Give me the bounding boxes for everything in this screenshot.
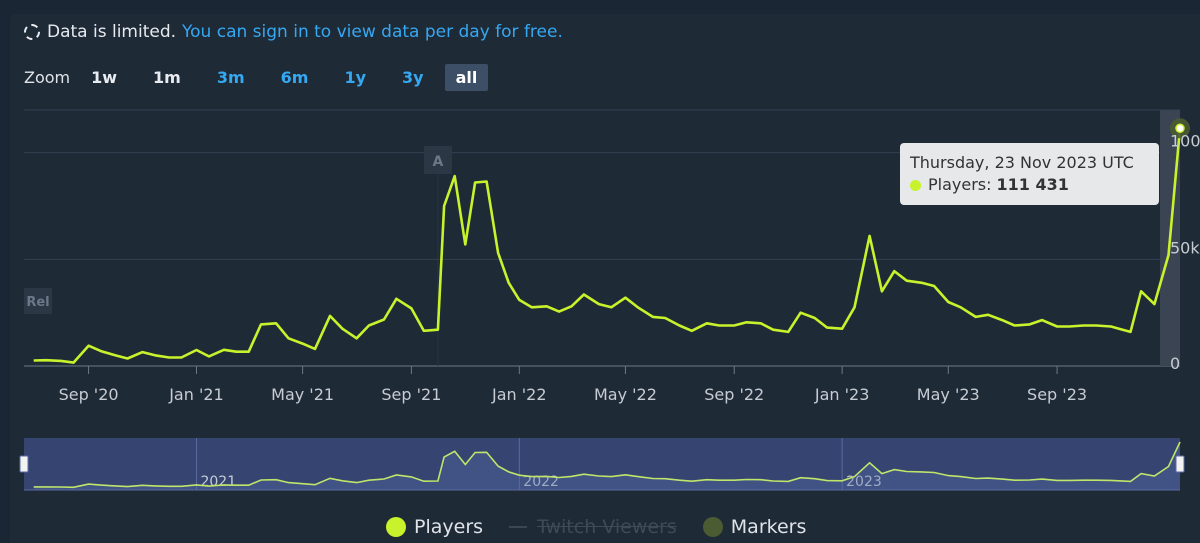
navigator-area	[33, 442, 1181, 490]
zoom-label: Zoom	[24, 68, 71, 87]
zoom-1y-button[interactable]: 1y	[344, 68, 367, 87]
players-dot-icon	[910, 179, 921, 191]
x-tick-label: Jan '23	[814, 385, 870, 404]
navigator-year-label: 2022	[523, 474, 559, 490]
marker-flag[interactable]	[24, 288, 52, 314]
navigator-line	[33, 441, 1181, 489]
x-tick-label: Jan '21	[168, 385, 224, 404]
zoom-1m-button[interactable]: 1m	[153, 68, 181, 87]
tooltip-value-row: Players: 111 431	[910, 174, 1149, 196]
legend-twitch-label: Twitch Viewers	[537, 516, 677, 538]
y-tick-label: 50k	[1170, 238, 1200, 257]
tooltip-series-label: Players:	[928, 175, 992, 194]
tooltip-date: Thursday, 23 Nov 2023 UTC	[910, 153, 1134, 172]
navigator-selection[interactable]	[24, 438, 1180, 490]
navigator-year-label: 2023	[846, 474, 882, 490]
hover-point	[1175, 123, 1185, 134]
navigator-handle[interactable]	[1175, 455, 1185, 473]
zoom-1w-button[interactable]: 1w	[91, 68, 118, 87]
tooltip-value: 111 431	[996, 175, 1069, 194]
y-tick-label: 100k	[1170, 132, 1200, 151]
navigator-handle[interactable]	[19, 455, 29, 473]
legend-markers-label: Markers	[730, 516, 807, 538]
y-axis-ticks: 0 50k 100k	[1170, 132, 1200, 373]
markers-legend-icon	[702, 517, 723, 537]
event-markers: A Rel	[24, 146, 452, 366]
x-tick-label: Sep '20	[59, 385, 119, 404]
y-tick-label: 0	[1170, 354, 1180, 373]
zoom-all-button[interactable]: all	[444, 64, 489, 91]
chart-legend: Players Twitch Viewers Markers	[386, 514, 832, 540]
range-navigator[interactable]: 2021 2022 2023	[19, 438, 1185, 491]
x-tick-label: Sep '21	[381, 385, 441, 404]
zoom-3m-button[interactable]: 3m	[216, 68, 245, 87]
players-line	[33, 128, 1182, 364]
sign-in-link[interactable]: You can sign in to view data per day for…	[182, 22, 563, 42]
x-tick-label: Sep '23	[1027, 385, 1087, 404]
legend-item-twitch-viewers[interactable]: Twitch Viewers	[509, 516, 677, 538]
data-tooltip: Thursday, 23 Nov 2023 UTC Players: 111 4…	[900, 143, 1159, 205]
x-tick-label: Jan '22	[491, 385, 547, 404]
marker-label: Rel	[26, 295, 49, 310]
zoom-3y-button[interactable]: 3y	[402, 68, 424, 87]
zoom-bar: Zoom 1w 1m 3m 6m 1y 3y all	[24, 64, 502, 91]
legend-item-players[interactable]: Players	[386, 516, 483, 538]
players-series	[33, 118, 1190, 364]
zoom-6m-button[interactable]: 6m	[280, 68, 309, 87]
x-tick-label: May '22	[594, 385, 657, 404]
legend-players-label: Players	[414, 516, 484, 538]
twitch-legend-icon	[509, 526, 528, 528]
legend-item-markers[interactable]: Markers	[702, 516, 807, 538]
x-axis-ticks: Sep '20 Jan '21 May '21 Sep '21 Jan '22 May '…	[59, 385, 1087, 404]
x-tick-label: Sep '22	[704, 385, 764, 404]
x-tick-label: May '23	[917, 385, 980, 404]
marker-label: A	[433, 154, 444, 170]
x-tick-label: May '21	[271, 385, 334, 404]
marker-flag[interactable]	[423, 146, 452, 174]
data-limited-notice: Data is limited. You can sign in to view…	[24, 20, 563, 44]
players-legend-icon	[386, 517, 406, 537]
data-limited-text: Data is limited.	[47, 22, 177, 42]
limited-data-icon	[24, 24, 40, 40]
